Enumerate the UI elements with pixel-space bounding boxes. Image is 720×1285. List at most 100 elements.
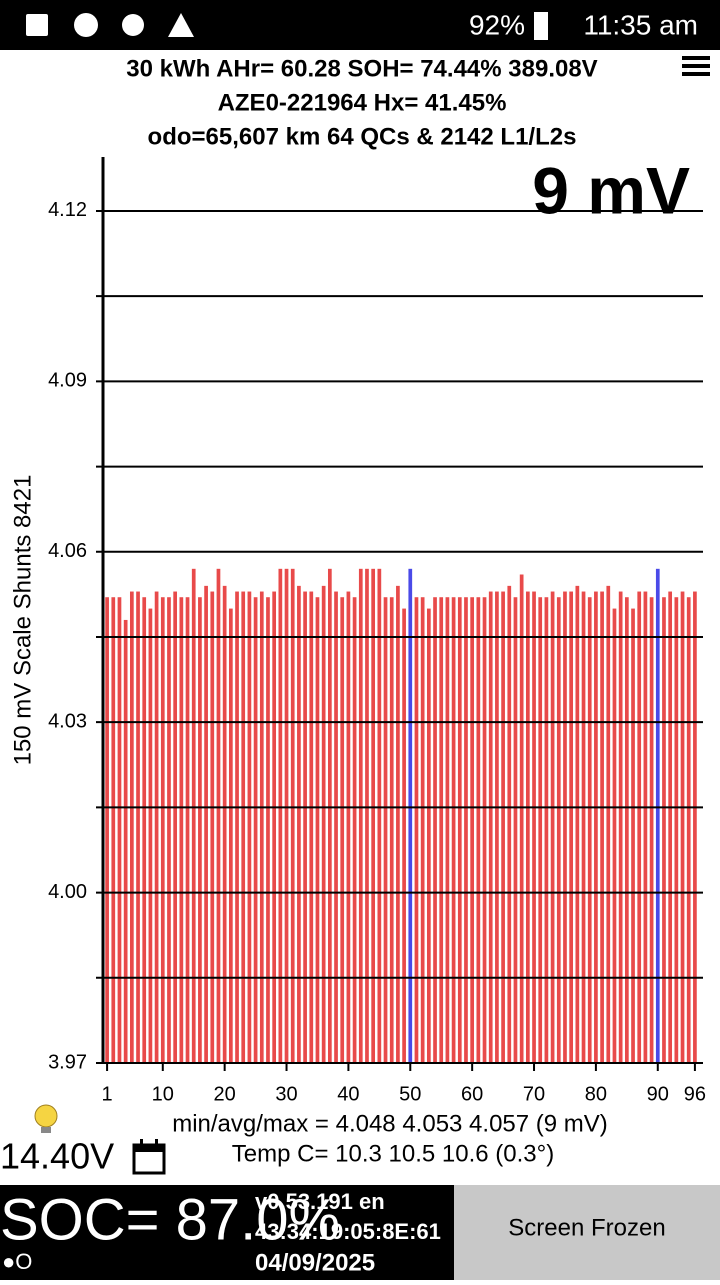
cell-bar bbox=[445, 597, 450, 1063]
cell-bar bbox=[173, 591, 178, 1063]
cell-bar bbox=[377, 568, 382, 1063]
cell-bar bbox=[637, 591, 642, 1063]
cell-bar bbox=[631, 608, 635, 1063]
cell-bar bbox=[352, 597, 357, 1063]
cell-bar bbox=[662, 597, 666, 1063]
cell-bar bbox=[198, 597, 202, 1063]
cell-bar bbox=[123, 619, 128, 1063]
screen-frozen-button[interactable] bbox=[454, 1185, 720, 1280]
mac: 43:34:19:05:8E:61 bbox=[255, 1219, 441, 1244]
y-tick-label: 4.00 bbox=[48, 881, 87, 903]
cell-bar bbox=[476, 597, 481, 1063]
calendar-icon bbox=[132, 1139, 166, 1175]
cell-bar bbox=[538, 597, 543, 1063]
cell-bar bbox=[532, 591, 536, 1063]
cell-bar bbox=[241, 591, 246, 1063]
cell-bar bbox=[433, 597, 437, 1063]
cell-bar bbox=[686, 597, 691, 1063]
cell-bar bbox=[309, 591, 314, 1063]
cell-bar bbox=[389, 597, 394, 1063]
x-tick-label: 20 bbox=[214, 1083, 236, 1105]
clock: 11:35 am bbox=[583, 9, 698, 40]
version: v0.53.191 en bbox=[255, 1189, 385, 1214]
cell-bar bbox=[266, 597, 270, 1063]
cell-bar bbox=[290, 568, 295, 1063]
cell-bar bbox=[408, 568, 413, 1063]
cell-bar bbox=[235, 591, 239, 1063]
cell-bar bbox=[396, 585, 400, 1063]
header-line: AZE0-221964 Hx= 41.45% bbox=[218, 89, 507, 116]
button-label[interactable]: Screen Frozen bbox=[508, 1214, 665, 1241]
cell-bar bbox=[371, 568, 376, 1063]
cell-bar bbox=[297, 585, 301, 1063]
y-tick-label: 3.97 bbox=[48, 1051, 87, 1073]
cell-bar bbox=[315, 597, 320, 1063]
bulb-icon bbox=[34, 1104, 58, 1133]
cell-bar bbox=[272, 591, 277, 1063]
footer bbox=[0, 1185, 454, 1280]
cell-bar bbox=[420, 597, 425, 1063]
cell-bar bbox=[649, 597, 654, 1063]
x-tick-label: 30 bbox=[275, 1083, 297, 1105]
cell-bar bbox=[680, 591, 685, 1063]
cell-bar bbox=[148, 608, 153, 1063]
cell-bar bbox=[501, 591, 505, 1063]
header-line: odo=65,607 km 64 QCs & 2142 L1/L2s bbox=[148, 123, 577, 150]
cell-bar bbox=[142, 597, 147, 1063]
soc: SOC= 87.0% bbox=[0, 1187, 340, 1252]
cell-bar bbox=[464, 597, 468, 1063]
cell-bar bbox=[247, 591, 252, 1063]
cell-bar bbox=[334, 591, 338, 1063]
y-tick-label: 4.06 bbox=[48, 540, 87, 562]
menu[interactable] bbox=[682, 56, 710, 76]
cell-bar bbox=[563, 591, 567, 1063]
battery-icon bbox=[534, 12, 548, 40]
cell-bar bbox=[643, 591, 648, 1063]
cell-bar bbox=[544, 597, 549, 1063]
cell-bar bbox=[507, 585, 512, 1063]
cell-bar bbox=[259, 591, 264, 1063]
cell-bar bbox=[594, 591, 598, 1063]
cell-bar bbox=[111, 597, 116, 1063]
cell-bar bbox=[581, 591, 586, 1063]
cell-bar bbox=[117, 597, 122, 1063]
cell-bar bbox=[191, 568, 196, 1063]
cell-bar bbox=[414, 597, 419, 1063]
cell-bar bbox=[327, 568, 332, 1063]
cell-bar bbox=[575, 585, 580, 1063]
y-tick-label: 4.12 bbox=[48, 199, 87, 221]
cell-bar bbox=[668, 591, 673, 1063]
cell-bar bbox=[606, 585, 611, 1063]
cell-bar bbox=[693, 591, 697, 1063]
cell-bar bbox=[513, 597, 518, 1063]
cell-bar bbox=[482, 597, 487, 1063]
cell-bar bbox=[426, 608, 431, 1063]
battery: 92% bbox=[469, 9, 525, 40]
stats-line: min/avg/max = 4.048 4.053 4.057 (9 mV) bbox=[172, 1110, 608, 1137]
cell-bar bbox=[587, 597, 592, 1063]
cell-bar bbox=[612, 608, 617, 1063]
indicator: ●O bbox=[2, 1249, 32, 1274]
spread-label: 9 mV bbox=[532, 153, 690, 227]
temp-line: Temp C= 10.3 10.5 10.6 (0.3°) bbox=[232, 1140, 554, 1167]
x-tick-label: 70 bbox=[523, 1083, 545, 1105]
cell-bar bbox=[167, 597, 171, 1063]
cell-bar bbox=[154, 591, 159, 1063]
x-tick-label: 40 bbox=[337, 1083, 359, 1105]
x-tick-label: 90 bbox=[647, 1083, 669, 1105]
x-tick-label: 1 bbox=[102, 1083, 113, 1105]
cell-bar bbox=[674, 597, 679, 1063]
x-tick-label: 80 bbox=[585, 1083, 607, 1105]
cell-bar bbox=[321, 585, 326, 1063]
cell-bar bbox=[495, 591, 499, 1063]
cell-bar bbox=[556, 597, 561, 1063]
cell-bar bbox=[600, 591, 604, 1063]
cell-bar bbox=[340, 597, 345, 1063]
cell-bar bbox=[488, 591, 493, 1063]
y-axis-label: 150 mV Scale Shunts 8421 bbox=[9, 475, 36, 766]
cell-bar bbox=[284, 568, 289, 1063]
cell-bar bbox=[253, 597, 258, 1063]
notification-icons bbox=[26, 13, 194, 37]
cell-bar bbox=[457, 597, 462, 1063]
